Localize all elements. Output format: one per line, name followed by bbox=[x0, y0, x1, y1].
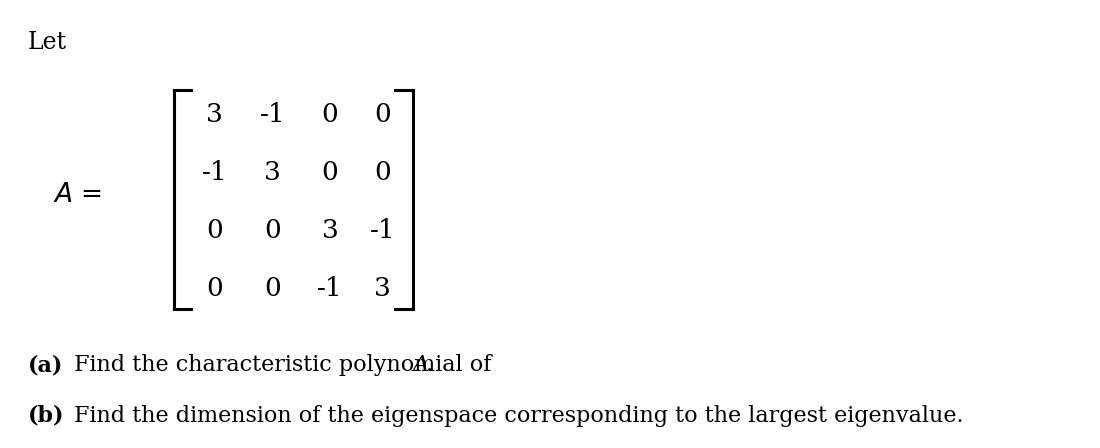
Text: 0: 0 bbox=[374, 102, 392, 127]
Text: A: A bbox=[412, 354, 429, 376]
Text: 0: 0 bbox=[321, 160, 339, 185]
Text: 3: 3 bbox=[374, 276, 392, 302]
Text: 0: 0 bbox=[374, 160, 392, 185]
Text: 0: 0 bbox=[206, 276, 223, 302]
Text: .: . bbox=[426, 354, 432, 376]
Text: (b): (b) bbox=[28, 405, 64, 427]
Text: 0: 0 bbox=[264, 218, 282, 243]
Text: 0: 0 bbox=[206, 218, 223, 243]
Text: 3: 3 bbox=[321, 218, 339, 243]
Text: (a): (a) bbox=[28, 354, 63, 376]
Text: Find the characteristic polynomial of: Find the characteristic polynomial of bbox=[67, 354, 498, 376]
Text: 0: 0 bbox=[321, 102, 339, 127]
Text: Find the dimension of the eigenspace corresponding to the largest eigenvalue.: Find the dimension of the eigenspace cor… bbox=[67, 405, 964, 427]
Text: Let: Let bbox=[28, 31, 67, 54]
Text: -1: -1 bbox=[317, 276, 343, 302]
Text: 0: 0 bbox=[264, 276, 282, 302]
Text: -1: -1 bbox=[370, 218, 396, 243]
Text: -1: -1 bbox=[260, 102, 286, 127]
Text: 3: 3 bbox=[206, 102, 223, 127]
Text: 3: 3 bbox=[264, 160, 282, 185]
Text: -1: -1 bbox=[201, 160, 228, 185]
Text: $\mathit{A}$ =: $\mathit{A}$ = bbox=[53, 182, 102, 207]
